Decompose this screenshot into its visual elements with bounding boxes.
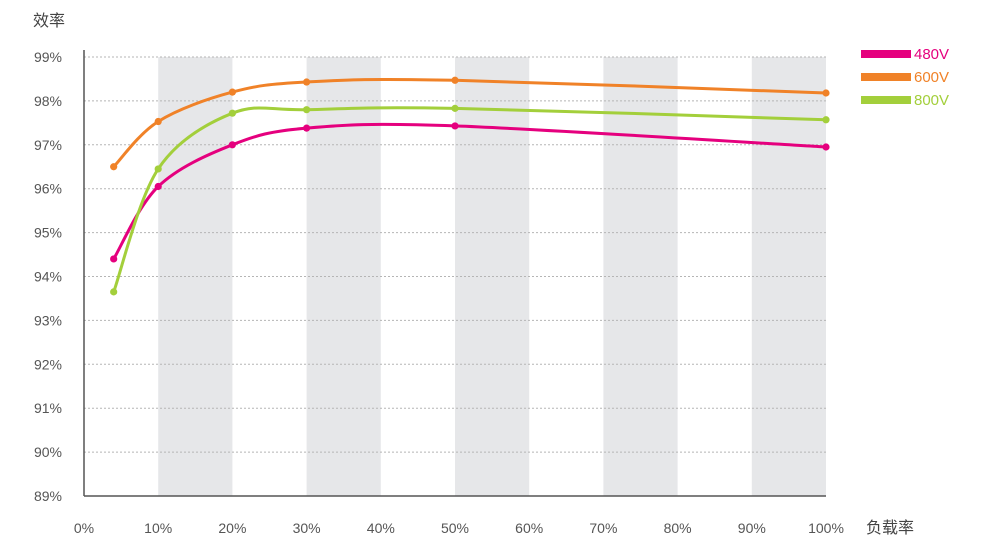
legend-swatch-800v (861, 96, 911, 104)
data-point-800v (110, 288, 118, 296)
legend-label-600v: 600V (914, 69, 949, 86)
data-point-800v (822, 116, 830, 124)
y-tick-label: 99% (34, 49, 62, 65)
x-tick-label: 60% (515, 520, 543, 536)
y-tick-label: 97% (34, 137, 62, 153)
data-point-600v (822, 89, 830, 97)
legend: 480V 600V 800V (861, 46, 949, 109)
data-point-480v (154, 182, 162, 191)
x-tick-label: 90% (738, 520, 766, 536)
x-axis-title: 负载率 (866, 518, 914, 537)
data-point-480v (451, 122, 459, 130)
x-tick-label: 100% (808, 520, 844, 536)
x-tick-label: 80% (664, 520, 692, 536)
x-tick-label: 50% (441, 520, 469, 536)
y-tick-label: 95% (34, 225, 62, 241)
y-tick-label: 92% (34, 356, 62, 372)
legend-swatch-480v (861, 50, 911, 58)
series-lines (110, 76, 830, 296)
data-point-480v (822, 143, 830, 151)
data-point-480v (228, 141, 236, 149)
legend-swatch-600v (861, 73, 911, 81)
y-tick-label: 90% (34, 444, 62, 460)
y-tick-label: 96% (34, 181, 62, 197)
data-point-600v (110, 163, 118, 171)
data-point-600v (451, 76, 459, 84)
data-point-600v (303, 78, 311, 86)
legend-label-800v: 800V (914, 92, 949, 109)
data-point-480v (303, 124, 311, 132)
y-tick-label: 89% (34, 488, 62, 504)
y-tick-label: 98% (34, 93, 62, 109)
y-tick-label: 94% (34, 269, 62, 285)
axes (83, 50, 826, 497)
x-tick-label: 20% (218, 520, 246, 536)
x-tick-label: 40% (367, 520, 395, 536)
data-point-600v (228, 88, 236, 96)
y-tick-labels: 89% 90% 91% 92% 93% 94% 95% 96% 97% 98% 99% (34, 49, 62, 504)
data-point-800v (303, 106, 311, 114)
y-tick-label: 93% (34, 312, 62, 328)
data-point-800v (451, 104, 459, 112)
x-tick-label: 70% (589, 520, 617, 536)
y-tick-label: 91% (34, 400, 62, 416)
data-point-800v (154, 165, 162, 173)
x-tick-label: 0% (74, 520, 94, 536)
x-tick-label: 30% (293, 520, 321, 536)
data-point-480v (110, 255, 118, 263)
legend-label-480v: 480V (914, 46, 949, 63)
y-axis-title: 效率 (33, 11, 65, 30)
data-point-600v (154, 117, 162, 126)
x-tick-label: 10% (144, 520, 172, 536)
data-point-800v (228, 109, 236, 117)
x-tick-labels: 0% 10% 20% 30% 40% 50% 60% 70% 80% 90% 100% (74, 520, 844, 536)
